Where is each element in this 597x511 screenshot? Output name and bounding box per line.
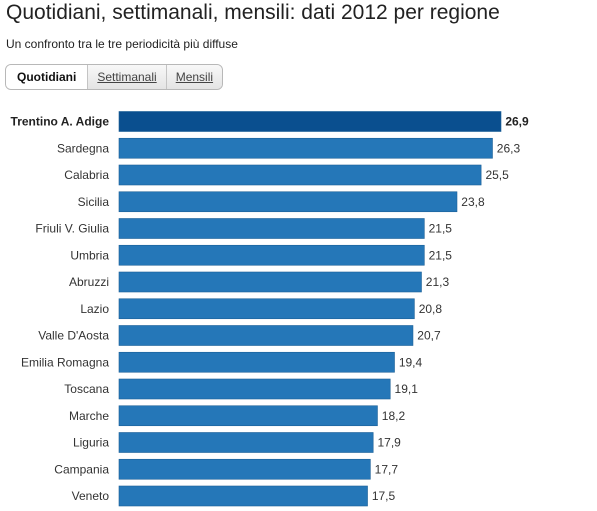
value-label: 21,5 xyxy=(429,222,453,236)
bar-row-campania: Campania 17,7 xyxy=(54,458,399,480)
value-label: 25,5 xyxy=(485,168,509,182)
bar-row-friuli-v-giulia: Friuli V. Giulia 21,5 xyxy=(35,218,453,239)
bar-row-sicilia: Sicilia 23,8 xyxy=(78,191,485,213)
bar[interactable] xyxy=(118,111,502,132)
value-label: 19,4 xyxy=(399,355,423,369)
bar[interactable] xyxy=(118,137,493,159)
periodicity-tabs: Quotidiani Settimanali Mensili xyxy=(5,64,224,90)
value-label: 21,3 xyxy=(426,275,450,289)
bar-row-liguria: Liguria 17,9 xyxy=(73,432,402,453)
tab-mensili[interactable]: Mensili xyxy=(165,65,223,89)
tab-settimanali[interactable]: Settimanali xyxy=(87,65,166,89)
category-label: Emilia Romagna xyxy=(21,355,109,369)
bar[interactable] xyxy=(118,325,414,346)
value-label: 19,1 xyxy=(395,382,419,396)
category-label: Liguria xyxy=(73,436,109,450)
value-label: 17,9 xyxy=(378,436,402,450)
value-label: 17,5 xyxy=(372,489,396,503)
category-label: Marche xyxy=(69,409,109,423)
category-label: Friuli V. Giulia xyxy=(35,222,109,236)
value-label: 23,8 xyxy=(461,195,485,209)
page-title: Quotidiani, settimanali, mensili: dati 2… xyxy=(6,1,500,24)
bar[interactable] xyxy=(118,485,368,507)
value-label: 20,7 xyxy=(417,329,441,343)
category-label: Trentino A. Adige xyxy=(11,115,110,129)
bar[interactable] xyxy=(118,351,395,373)
bar[interactable] xyxy=(118,432,374,453)
bar[interactable] xyxy=(118,164,482,186)
bar-row-toscana: Toscana 19,1 xyxy=(64,378,419,400)
value-label: 26,9 xyxy=(505,115,529,129)
category-label: Sardegna xyxy=(57,141,109,155)
bar-row-valle-d-aosta: Valle D'Aosta 20,7 xyxy=(38,325,441,346)
bar-row-veneto: Veneto 17,5 xyxy=(72,485,396,507)
bar-row-abruzzi: Abruzzi 21,3 xyxy=(69,271,450,293)
bar-chart: Trentino A. Adige 26,9 Sardegna 26,3 Calabri… xyxy=(11,111,529,507)
value-label: 21,5 xyxy=(429,248,453,262)
category-label: Abruzzi xyxy=(69,275,109,289)
category-label: Toscana xyxy=(64,382,109,396)
category-label: Calabria xyxy=(64,168,109,182)
value-label: 26,3 xyxy=(497,141,521,155)
value-label: 17,7 xyxy=(375,462,399,476)
value-label: 18,2 xyxy=(382,409,406,423)
bar[interactable] xyxy=(118,191,458,213)
bar[interactable] xyxy=(118,271,422,293)
bar[interactable] xyxy=(118,405,378,427)
bar-row-calabria: Calabria 25,5 xyxy=(64,164,509,186)
category-label: Veneto xyxy=(72,489,110,503)
page-subtitle: Un confronto tra le tre periodicità più … xyxy=(6,37,238,51)
category-label: Valle D'Aosta xyxy=(38,329,109,343)
bar-row-sardegna: Sardegna 26,3 xyxy=(57,137,521,159)
bar[interactable] xyxy=(118,218,425,239)
bar[interactable] xyxy=(118,458,371,480)
tab-quotidiani[interactable]: Quotidiani xyxy=(6,65,88,89)
value-label: 20,8 xyxy=(419,302,443,316)
bar-row-emilia-romagna: Emilia Romagna 19,4 xyxy=(21,351,423,373)
category-label: Campania xyxy=(54,462,109,476)
bar[interactable] xyxy=(118,298,415,320)
bar[interactable] xyxy=(118,378,391,400)
bar-row-marche: Marche 18,2 xyxy=(69,405,406,427)
bar-row-trentino-a-adige: Trentino A. Adige 26,9 xyxy=(11,111,529,132)
category-label: Sicilia xyxy=(78,195,110,209)
bar[interactable] xyxy=(118,244,425,266)
bar-row-lazio: Lazio 20,8 xyxy=(80,298,443,320)
category-label: Lazio xyxy=(80,302,109,316)
bar-row-umbria: Umbria 21,5 xyxy=(70,244,453,266)
category-label: Umbria xyxy=(70,248,109,262)
